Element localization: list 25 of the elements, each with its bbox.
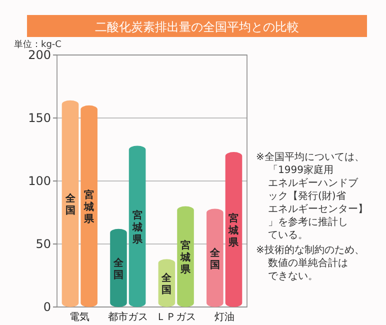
series-label: 宮城県	[228, 212, 240, 249]
text: 宮城県	[84, 190, 94, 226]
y-axis-title: 単位：kg-C	[14, 39, 62, 50]
text: ※技術的な制約のため、数値の単純合計はできない。	[256, 244, 364, 282]
text: 全国	[162, 273, 172, 296]
series-label: 全国	[64, 192, 76, 217]
y-tick-label: 150	[28, 111, 51, 125]
x-tick-label: ＬＰガス	[156, 312, 196, 323]
text: 宮城県	[180, 240, 191, 276]
y-tick-label: 100	[28, 174, 51, 188]
text: 宮城県	[132, 210, 142, 246]
x-tick-label: 電気	[70, 312, 90, 323]
y-tick-label: 50	[36, 237, 51, 251]
y-tick-label: 0	[43, 300, 51, 314]
bar	[206, 208, 224, 307]
bar	[80, 105, 98, 307]
bar	[62, 100, 79, 307]
bar	[128, 146, 146, 307]
text: 全国	[210, 248, 220, 271]
x-tick-label: 都市ガス	[108, 311, 148, 323]
y-tick-label: 200	[28, 48, 51, 62]
text: 全国	[113, 258, 124, 281]
x-tick-label: 灯油	[214, 311, 234, 323]
text: ※全国平均については、「1999家庭用エネルギーハンドブック【発行(財)省エネルギーセンター】」を参考に推計している。	[256, 151, 368, 241]
chart-title: 二酸化炭素排出量の全国平均との比較	[95, 20, 299, 34]
